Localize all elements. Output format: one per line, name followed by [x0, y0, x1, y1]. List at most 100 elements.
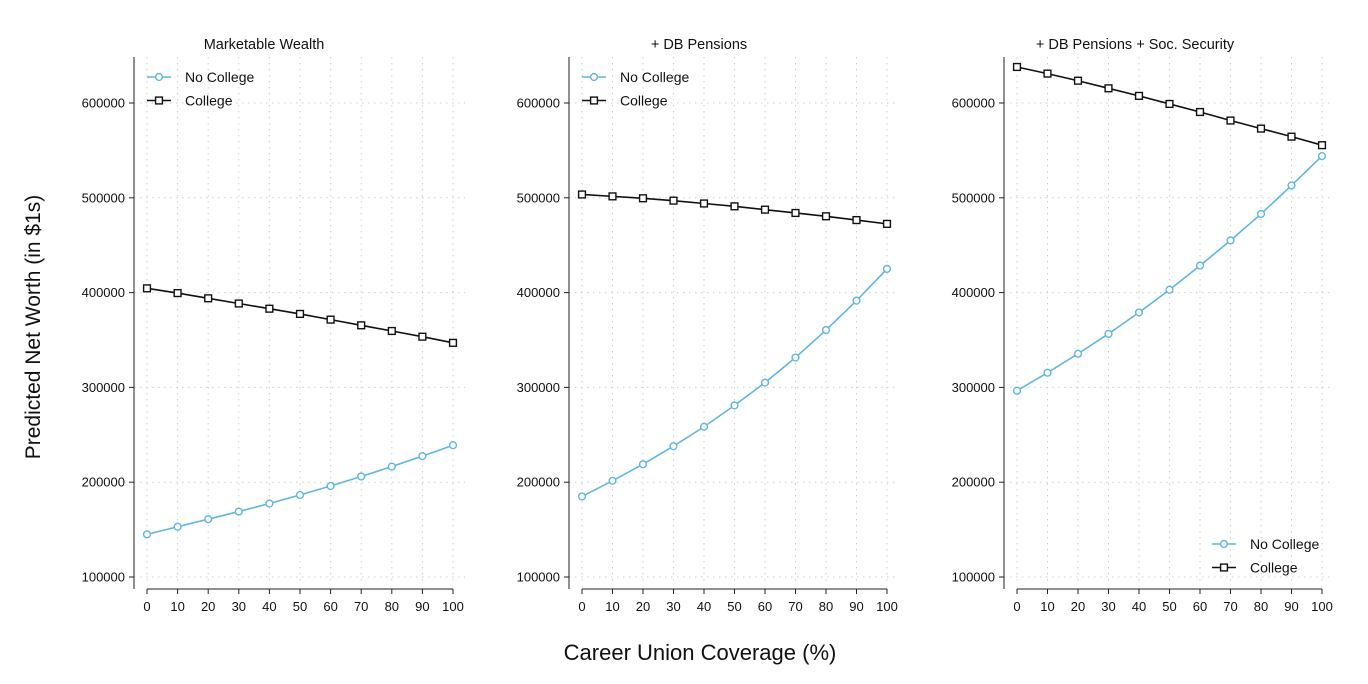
- x-tick-label: 100: [442, 599, 464, 614]
- data-point: [295, 309, 305, 319]
- data-point: [326, 481, 335, 491]
- x-tick-label: 50: [1162, 599, 1176, 614]
- y-axis-label: Predicted Net Worth (in $1s): [22, 195, 45, 460]
- x-tick-label: 90: [415, 599, 429, 614]
- x-tick-label: 90: [849, 599, 863, 614]
- data-point: [1287, 132, 1296, 141]
- data-point: [234, 299, 243, 308]
- y-tick-label: 500000: [517, 190, 560, 205]
- data-point: [1317, 141, 1327, 150]
- legend-label: No College: [185, 69, 254, 85]
- y-tick-label: 400000: [82, 285, 125, 300]
- x-tick-label: 20: [636, 599, 650, 614]
- legend-marker: [1219, 539, 1229, 549]
- series-college: [142, 284, 458, 347]
- data-point: [295, 490, 305, 500]
- x-tick-label: 10: [1040, 599, 1054, 614]
- legend-label: No College: [620, 69, 689, 85]
- x-tick-label: 0: [1013, 599, 1020, 614]
- data-point: [1104, 84, 1113, 93]
- y-tick-label: 600000: [82, 96, 125, 111]
- data-point: [326, 315, 335, 324]
- data-point: [1195, 261, 1205, 270]
- data-point: [1226, 236, 1235, 245]
- data-point: [577, 190, 587, 199]
- x-tick-label: 0: [143, 599, 150, 614]
- data-point: [387, 462, 396, 471]
- x-tick-label: 70: [1223, 599, 1237, 614]
- panel-title: + DB Pensions: [651, 37, 747, 53]
- y-tick-label: 600000: [952, 96, 995, 111]
- data-point: [1256, 209, 1266, 219]
- x-tick-label: 70: [788, 599, 802, 614]
- y-tick-label: 300000: [82, 380, 125, 395]
- data-point: [142, 284, 152, 293]
- data-point: [760, 378, 770, 387]
- data-point: [387, 326, 396, 336]
- data-point: [699, 199, 709, 208]
- chart-panel-3: + DB Pensions + Soc. Security 100000 20000…: [952, 37, 1334, 614]
- data-point: [142, 530, 152, 539]
- x-tick-label: 10: [605, 599, 619, 614]
- x-tick-label: 80: [385, 599, 399, 614]
- data-point: [204, 515, 213, 524]
- series-no-college: [1012, 151, 1327, 395]
- data-point: [1134, 91, 1144, 100]
- data-point: [821, 325, 831, 335]
- y-tick-label: 300000: [952, 380, 995, 395]
- legend: No College College: [1212, 536, 1319, 576]
- series-no-college: [577, 264, 892, 501]
- legend-marker: [154, 72, 164, 82]
- x-tick-label: 60: [1193, 599, 1207, 614]
- legend-marker: [589, 72, 599, 82]
- y-tick-label: 400000: [517, 285, 560, 300]
- data-point: [1012, 386, 1022, 395]
- y-tick-label: 400000: [952, 285, 995, 300]
- legend: No College College: [582, 69, 689, 109]
- data-point: [791, 353, 800, 362]
- y-tick-label: 100000: [952, 570, 995, 585]
- panel-title: + DB Pensions + Soc. Security: [1036, 37, 1235, 53]
- data-point: [204, 294, 213, 303]
- data-point: [1043, 368, 1052, 377]
- chart-panel-2: + DB Pensions100000200000300000400000500…: [517, 37, 899, 614]
- data-point: [1317, 151, 1327, 161]
- data-point: [699, 422, 709, 431]
- data-point: [638, 194, 648, 203]
- y-tick-label: 500000: [952, 190, 995, 205]
- chart-panel-1: Marketable Wealth 100000 200000 300000 40000…: [82, 37, 465, 614]
- data-point: [852, 215, 861, 225]
- x-tick-label: 40: [262, 599, 276, 614]
- data-point: [1073, 349, 1083, 358]
- legend-marker: [1219, 563, 1229, 572]
- data-point: [1012, 62, 1022, 72]
- data-point: [577, 492, 587, 501]
- x-tick-label: 70: [354, 599, 368, 614]
- x-tick-label: 80: [819, 599, 833, 614]
- x-tick-label: 30: [666, 599, 680, 614]
- data-point: [265, 499, 274, 508]
- x-tick-label: 10: [170, 599, 184, 614]
- data-point: [357, 321, 366, 330]
- y-tick-label: 600000: [517, 96, 560, 111]
- data-point: [448, 338, 458, 347]
- data-point: [173, 288, 182, 298]
- chart-panels: Marketable Wealth10000020000030000040000…: [82, 37, 1334, 614]
- x-tick-label: 40: [697, 599, 711, 614]
- data-point: [882, 219, 892, 228]
- data-point: [234, 507, 243, 516]
- x-tick-label: 100: [1311, 599, 1333, 614]
- data-point: [852, 296, 861, 305]
- data-point: [265, 304, 274, 313]
- y-tick-label: 200000: [517, 475, 560, 490]
- y-tick-label: 300000: [517, 380, 560, 395]
- legend-label: College: [185, 93, 233, 109]
- x-tick-label: 20: [201, 599, 215, 614]
- legend-marker: [154, 96, 164, 105]
- x-tick-label: 30: [232, 599, 246, 614]
- data-point: [1043, 69, 1052, 78]
- x-tick-label: 100: [876, 599, 898, 614]
- legend: No College College: [147, 69, 254, 109]
- x-tick-label: 90: [1284, 599, 1298, 614]
